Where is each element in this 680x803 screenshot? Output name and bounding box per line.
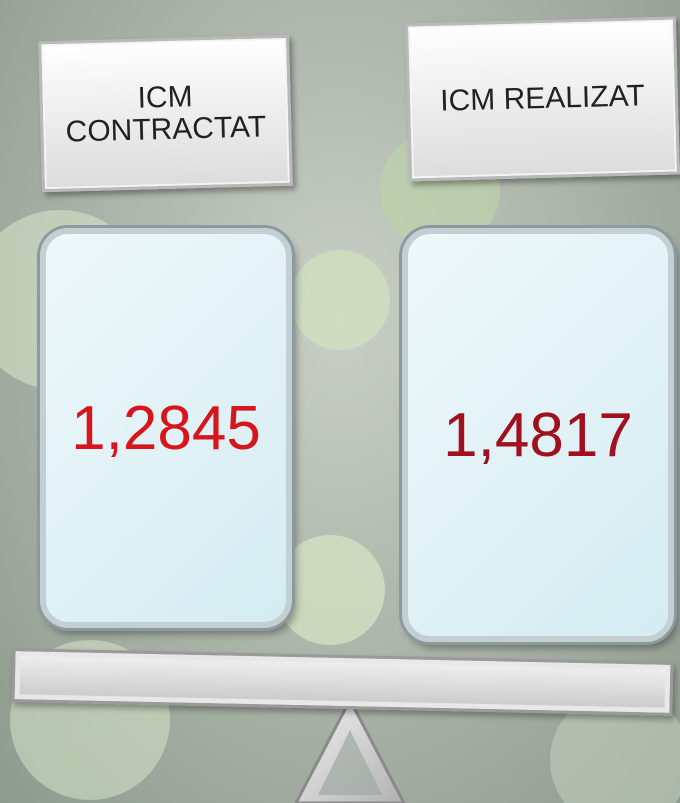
infographic: ICM CONTRACTAT ICM REALIZAT 1,2845 1,481… [0, 0, 680, 803]
